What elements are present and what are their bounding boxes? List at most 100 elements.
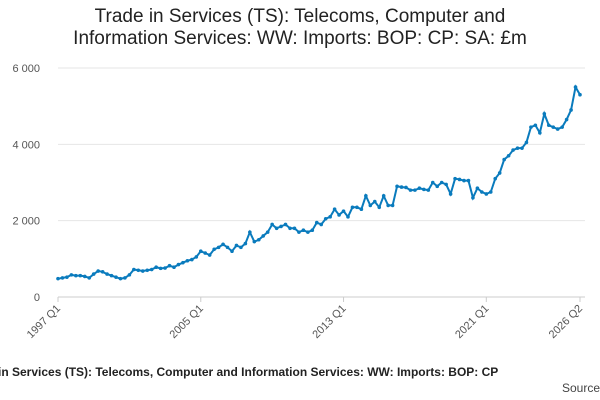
data-point [167,263,172,268]
data-point [323,216,328,221]
data-point [551,125,556,129]
y-tick-label: 6 000 [12,63,40,75]
data-point [408,188,413,192]
data-point [578,92,582,97]
data-point [216,245,221,250]
data-point [377,205,382,210]
data-point [207,253,212,257]
data-point [511,148,515,152]
data-point [82,274,87,279]
data-point [488,190,493,194]
data-point [502,157,506,162]
data-point [283,222,288,227]
data-point [448,192,453,196]
data-point [506,153,511,158]
x-tick-label: 2005 Q1 [168,303,206,341]
chart-title: Trade in Services (TS): Telecoms, Comput… [73,6,527,49]
data-point [564,117,569,122]
data-point [569,108,573,112]
data-point [145,268,150,273]
data-point [573,85,578,89]
data-point [225,245,230,250]
data-point [484,192,489,196]
data-point [279,224,283,229]
x-tick-label: 1997 Q1 [25,303,63,341]
data-point [328,215,332,219]
data-point [319,222,324,227]
x-tick-label: 2013 Q1 [310,303,348,341]
data-point [194,255,199,259]
data-point [274,226,279,231]
data-point [248,230,252,234]
data-point [74,273,78,278]
data-point [158,266,163,271]
data-point [212,247,216,252]
data-point [306,230,310,234]
data-point [239,245,243,250]
source-label: Source: [562,381,600,395]
data-point [524,140,529,145]
data-point [350,205,355,210]
data-point [404,185,408,190]
data-point [426,188,431,192]
data-line [57,84,581,280]
data-point [457,177,462,182]
data-point [493,176,498,181]
data-point [390,203,395,208]
data-point [65,275,69,279]
data-point [185,258,190,263]
data-point [87,276,92,280]
data-point [399,185,404,189]
data-point [439,180,444,185]
data-point [332,207,337,212]
data-point [140,269,145,273]
data-point [314,220,319,225]
data-point [533,123,538,128]
data-point [430,180,435,185]
y-tick-label: 2 000 [12,216,40,228]
data-point [359,207,364,212]
data-point [422,187,426,192]
data-point [163,266,167,270]
data-point [546,123,551,128]
data-point [466,178,471,183]
data-point [355,205,359,210]
data-point [292,226,297,231]
x-tick-label: 2026 Q2 [547,303,585,341]
data-point [256,237,261,242]
data-point [136,268,141,273]
data-point [230,249,234,253]
y-tick-label: 4 000 [12,139,40,151]
data-point [341,209,346,213]
data-point [413,188,417,192]
data-point [297,230,301,234]
data-point [288,226,292,231]
data-point [261,234,266,238]
data-point [453,176,457,181]
data-point [395,184,399,189]
data-point [78,273,83,278]
data-point [310,228,315,233]
data-point [181,260,185,265]
data-point [243,241,248,246]
data-point [252,239,257,244]
data-point [417,186,422,191]
data-point [301,228,306,233]
data-point [149,267,154,272]
data-point [381,194,386,198]
data-point [172,265,176,270]
data-point [154,265,158,270]
data-point [364,194,368,198]
footer-caption: in Services (TS): Telecoms, Computer and… [0,365,498,379]
data-point [520,146,524,150]
data-point [270,222,274,227]
data-point [538,131,542,135]
data-point [471,195,475,200]
data-point [337,213,341,217]
data-point [127,273,132,277]
data-point [109,273,114,278]
data-point [265,230,270,234]
data-point [96,269,100,273]
